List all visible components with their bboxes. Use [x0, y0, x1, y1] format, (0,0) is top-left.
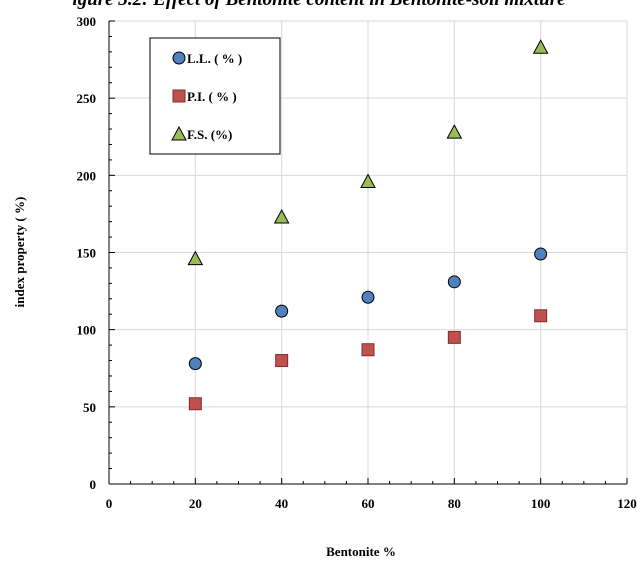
data-point-triangle [532, 39, 549, 54]
x-tick-labels: 0 20 40 60 80 100 120 [106, 496, 637, 511]
data-point-circle [361, 290, 375, 304]
data-points [187, 39, 549, 411]
legend-marker-circle [172, 51, 186, 65]
data-point-triangle [446, 124, 463, 139]
y-tick-label: 0 [90, 477, 97, 492]
data-point-circle [534, 247, 548, 261]
legend-label: P.I. ( % ) [187, 89, 237, 104]
y-axis-label: index property ( %) [12, 197, 27, 308]
x-tick-label: 80 [448, 496, 461, 511]
page-title: igure 3.2: Effect of Bentonite content i… [0, 0, 638, 11]
y-tick-label: 300 [77, 14, 97, 29]
legend-box [149, 37, 281, 155]
y-tick-label: 250 [77, 91, 97, 106]
data-point-triangle [360, 173, 376, 189]
data-point-circle [447, 275, 461, 289]
data-point-square [447, 330, 461, 344]
x-tick-label: 0 [106, 496, 113, 511]
legend: L.L. ( % ) P.I. ( % ) F.S. (%) [149, 37, 281, 155]
data-point-triangle [187, 250, 204, 266]
axes [108, 20, 628, 485]
legend-marker-square [172, 89, 186, 103]
legend-label: L.L. ( % ) [187, 51, 242, 66]
x-tick-label: 100 [531, 496, 551, 511]
data-point-square [188, 397, 202, 411]
data-point-square [361, 343, 375, 357]
legend-label: F.S. (%) [187, 127, 232, 142]
x-tick-label: 60 [362, 496, 375, 511]
x-tick-label: 20 [189, 496, 202, 511]
x-axis-label: Bentonite % [326, 544, 396, 559]
y-tick-label: 200 [77, 168, 97, 183]
data-point-circle [188, 357, 202, 371]
x-tick-label: 120 [617, 496, 637, 511]
legend-marker-triangle [171, 125, 187, 141]
data-point-square [534, 309, 548, 323]
y-tick-labels: 0 50 100 150 200 250 300 [77, 14, 97, 492]
data-point-triangle [273, 208, 290, 224]
y-tick-label: 150 [77, 246, 97, 261]
data-point-square [275, 354, 289, 368]
y-tick-label: 100 [77, 323, 97, 338]
data-point-circle [275, 304, 289, 318]
y-tick-label: 50 [83, 400, 96, 415]
x-tick-label: 40 [275, 496, 288, 511]
